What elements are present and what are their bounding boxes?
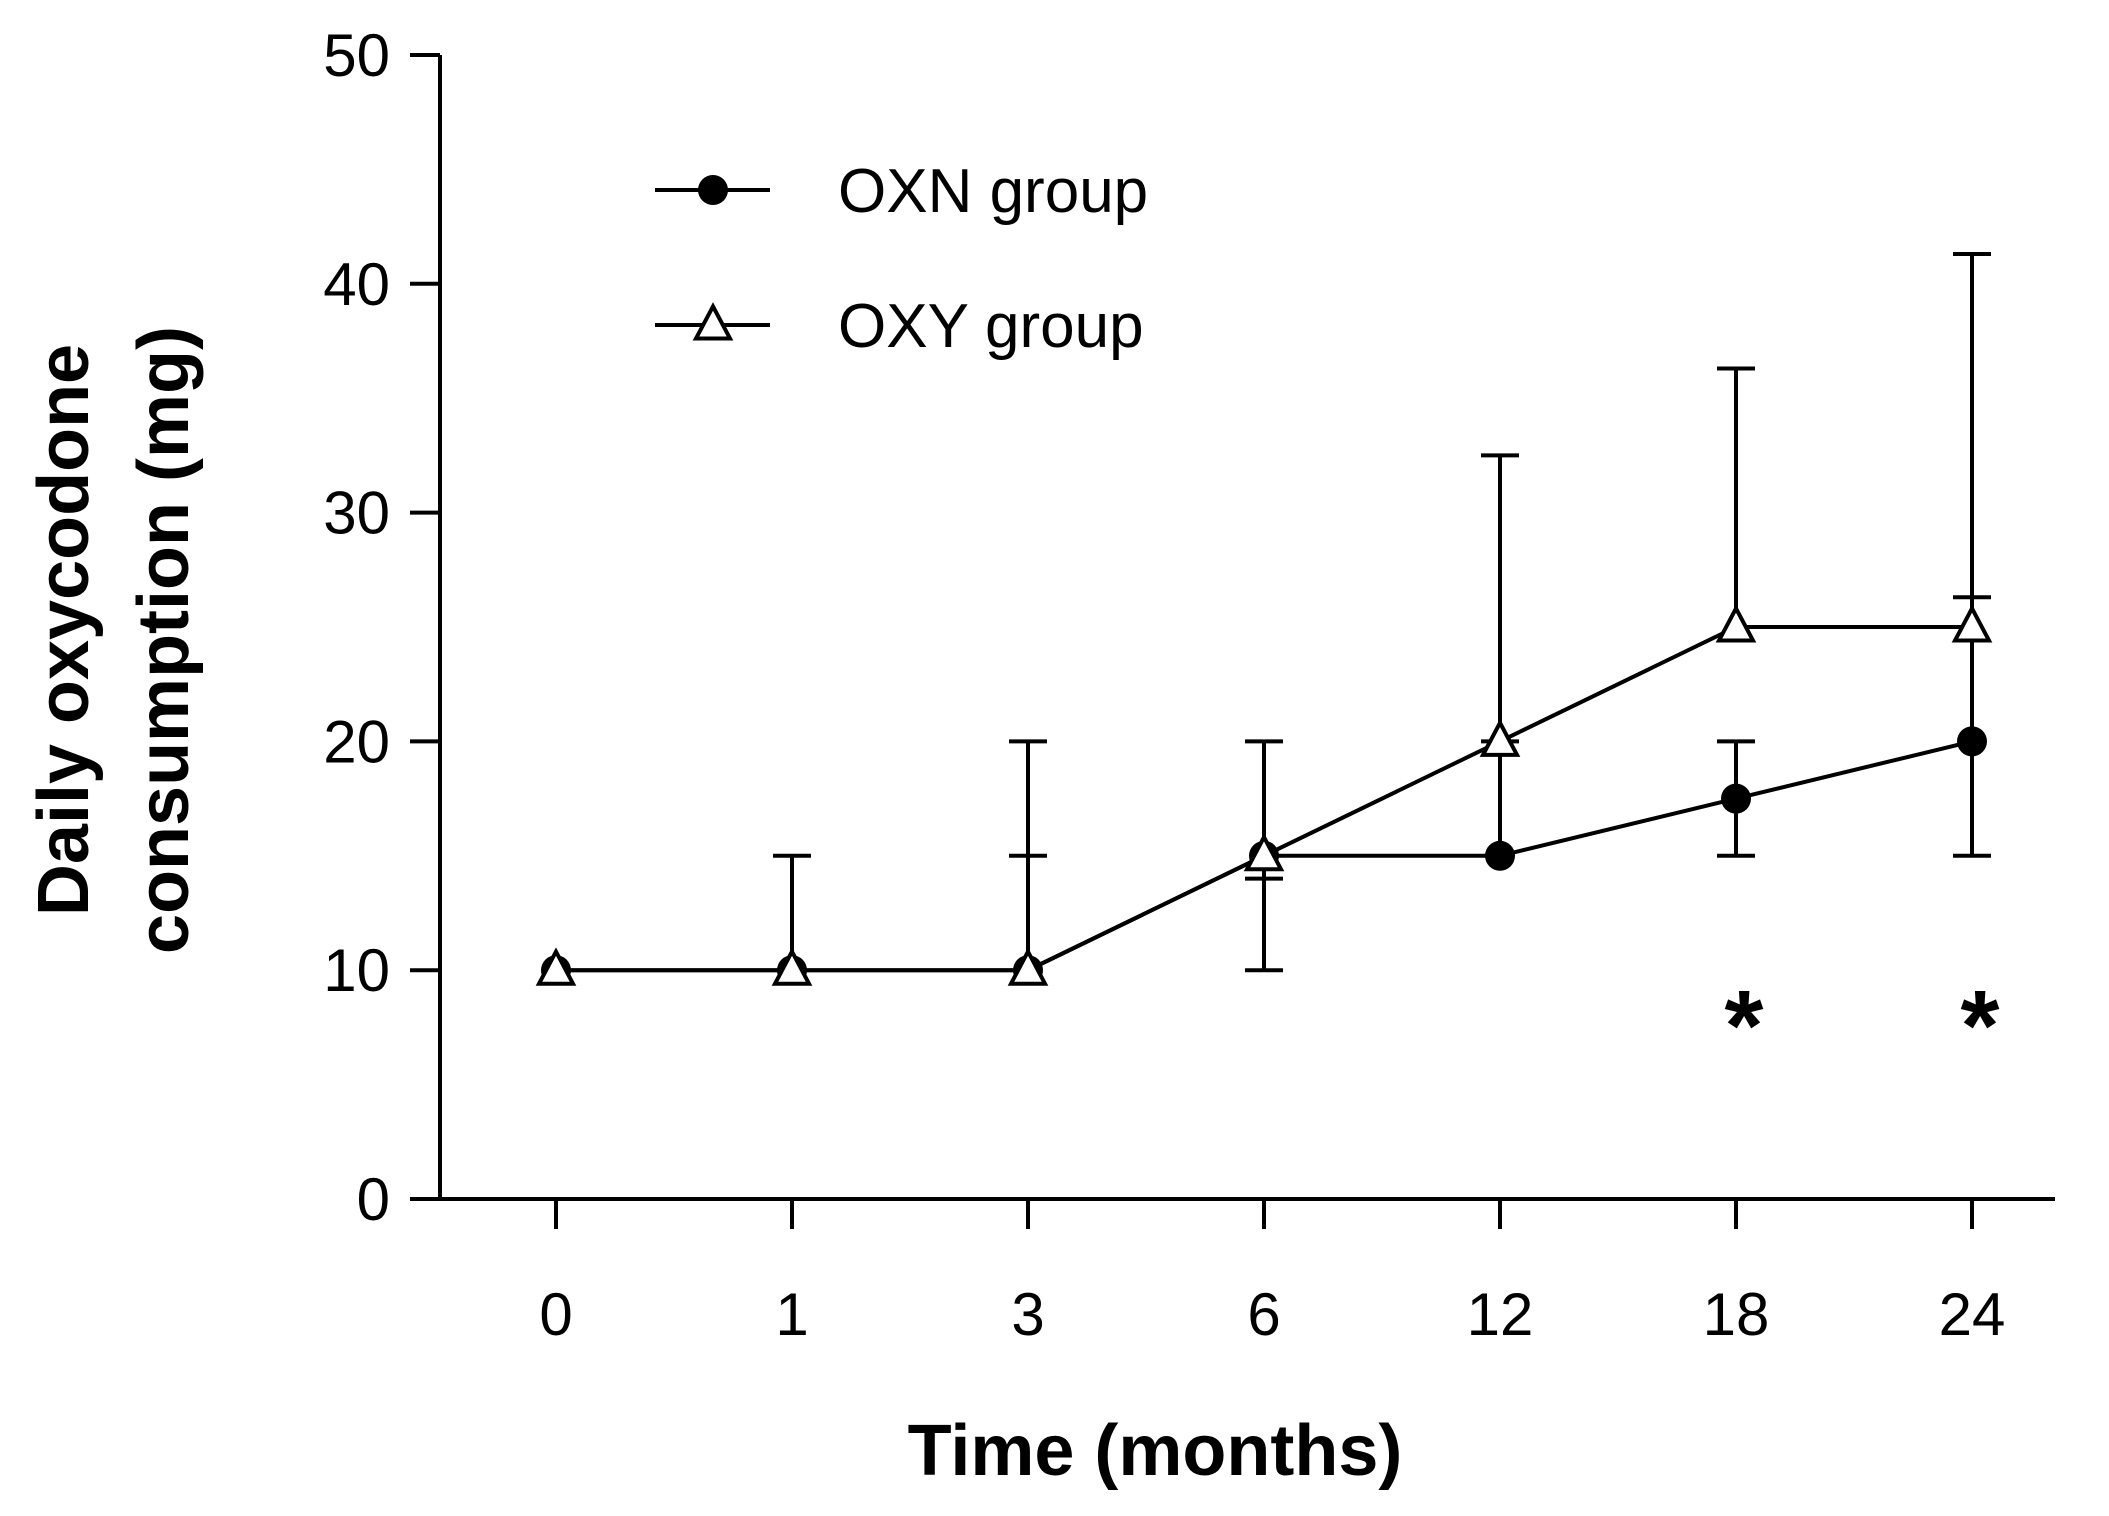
axes <box>410 53 2055 1229</box>
y-axis-title-line1: Daily oxycodone <box>24 344 104 916</box>
point-oxy-group-24 <box>1951 604 1993 643</box>
x-tick-label-12: 12 <box>1467 1281 1534 1348</box>
y-tick-label-30: 30 <box>323 480 390 547</box>
point-oxy-group-6 <box>1243 832 1285 872</box>
x-axis-title: Time (months) <box>908 1411 1403 1491</box>
significance-asterisk-24: * <box>1961 970 2000 1082</box>
point-oxy-group-18 <box>1715 604 1757 643</box>
point-oxn-group-18 <box>1721 783 1751 814</box>
y-tick-label-10: 10 <box>323 937 390 1004</box>
point-oxy-group-3 <box>1007 947 1049 986</box>
point-oxy-group-0 <box>535 947 577 986</box>
x-tick-label-6: 6 <box>1247 1281 1280 1348</box>
point-oxn-group-12 <box>1485 840 1515 871</box>
y-tick-label-40: 40 <box>323 251 390 318</box>
significance-asterisk-18: * <box>1725 970 1764 1082</box>
y-tick-label-20: 20 <box>323 708 390 775</box>
error-bars <box>773 252 1991 973</box>
legend-marker-0 <box>698 175 728 205</box>
point-oxn-group-24 <box>1957 726 1987 757</box>
legend-label-1: OXY group <box>838 292 1144 361</box>
tick-labels: 0 10 20 30 40 50 0 1 3 6 12 18 24 <box>323 22 2005 1348</box>
y-tick-label-50: 50 <box>323 22 390 89</box>
y-tick-label-0: 0 <box>357 1166 390 1233</box>
x-tick-label-24: 24 <box>1939 1281 2006 1348</box>
x-tick-label-1: 1 <box>775 1281 808 1348</box>
y-axis-title-line2: consumption (mg) <box>124 326 204 954</box>
point-oxy-group-12 <box>1479 718 1521 757</box>
legend-marker-1 <box>692 302 734 341</box>
point-oxy-group-1 <box>771 947 813 986</box>
legend: OXN group OXY group <box>655 157 1148 361</box>
x-tick-label-3: 3 <box>1011 1281 1044 1348</box>
x-tick-label-18: 18 <box>1703 1281 1770 1348</box>
legend-label-0: OXN group <box>838 157 1148 226</box>
markers <box>535 604 1993 986</box>
x-tick-label-0: 0 <box>539 1281 572 1348</box>
annotations: * * <box>1725 970 2000 1082</box>
